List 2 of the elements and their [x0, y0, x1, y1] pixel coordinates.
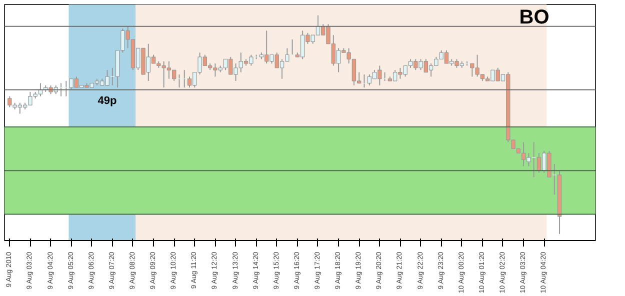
annotation: 49p: [98, 95, 118, 108]
annotation: BO: [519, 6, 550, 29]
